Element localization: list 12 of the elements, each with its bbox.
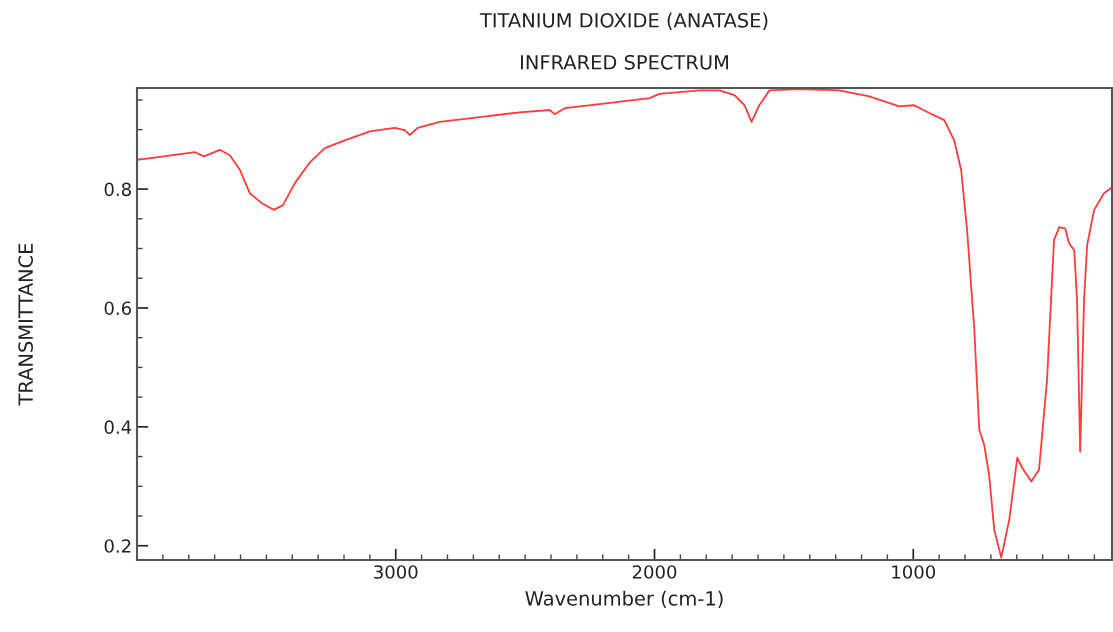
y-tick-label: 0.8: [104, 182, 131, 197]
y-tick-label: 0.6: [104, 301, 131, 316]
y-tick-label: 0.4: [104, 420, 132, 434]
chart-title: TITANIUM DIOXIDE (ANATASE): [479, 12, 768, 30]
y-axis-title: TRANSMITTANCE: [18, 243, 33, 406]
x-axis-title: Wavenumber (cm-1): [525, 590, 723, 609]
chart-subtitle: INFRARED SPECTRUM: [521, 54, 728, 70]
x-tick-label: 3000: [374, 565, 418, 579]
y-tick-label: 0.2: [104, 539, 131, 553]
x-tick-label: 1000: [892, 565, 936, 579]
line-series: [137, 88, 1112, 559]
x-tick-label: 2000: [632, 565, 677, 579]
